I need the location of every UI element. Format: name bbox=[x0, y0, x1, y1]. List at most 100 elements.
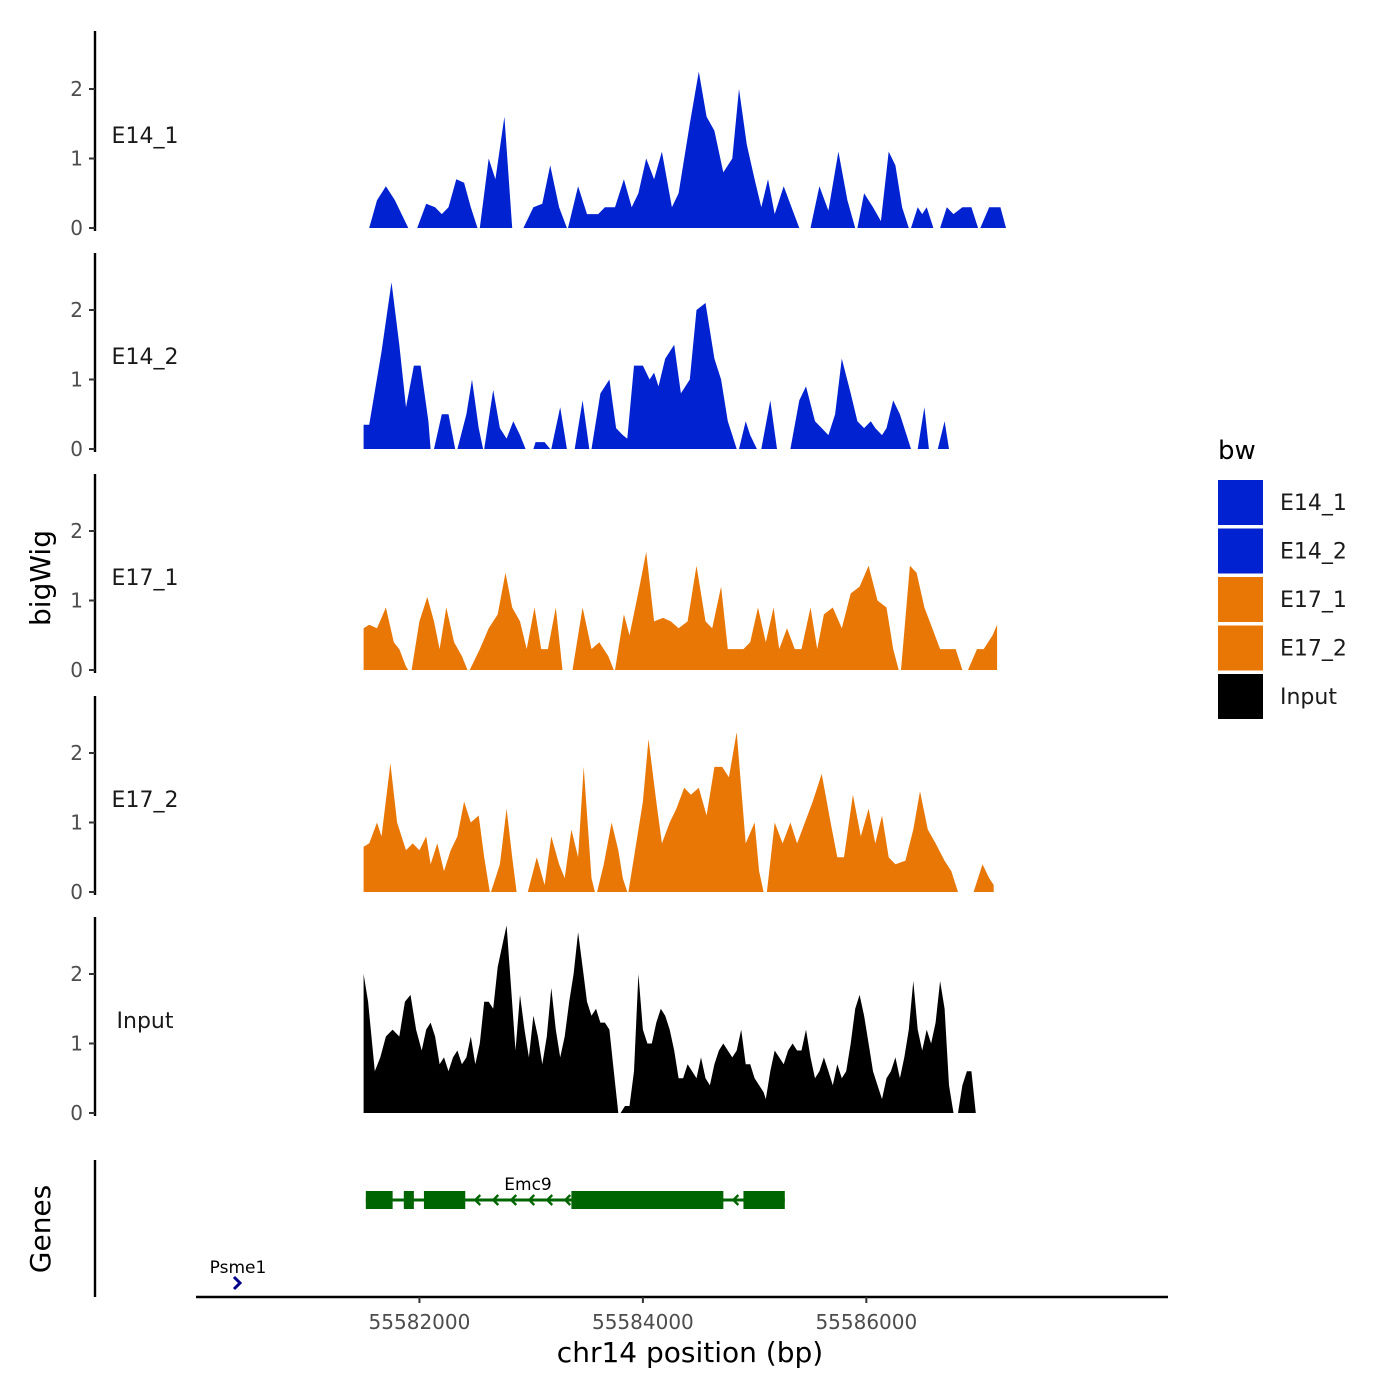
coverage-area bbox=[523, 165, 567, 228]
x-tick-label: 55582000 bbox=[369, 1310, 471, 1334]
y-tick-label: 1 bbox=[70, 811, 83, 835]
legend-label: E14_1 bbox=[1280, 491, 1347, 516]
legend-swatch bbox=[1218, 577, 1263, 622]
coverage-area bbox=[857, 151, 909, 228]
coverage-area bbox=[572, 607, 614, 670]
y-tick-label: 2 bbox=[70, 962, 83, 986]
track-Input: 0 1 2 Input bbox=[70, 917, 976, 1125]
legend-label: E17_2 bbox=[1280, 637, 1347, 662]
coverage-area bbox=[940, 207, 979, 228]
strand-arrow bbox=[527, 1194, 536, 1206]
legend-swatch bbox=[1218, 625, 1263, 671]
strand-arrow bbox=[509, 1194, 518, 1206]
coverage-area bbox=[574, 400, 590, 449]
coverage-area bbox=[766, 773, 958, 892]
track-E17_2: 0 1 2 E17_2 bbox=[70, 696, 994, 904]
coverage-area bbox=[363, 607, 409, 670]
legend-label: E14_2 bbox=[1280, 540, 1347, 565]
coverage-area bbox=[533, 442, 551, 449]
coverage-area bbox=[973, 864, 994, 892]
genes-panel: Emc9 Psme1 bbox=[93, 1160, 785, 1297]
coverage-area bbox=[527, 766, 595, 892]
coverage-area bbox=[911, 207, 934, 228]
strand-arrow bbox=[545, 1194, 554, 1206]
x-axis: 55582000 55584000 55586000 bbox=[196, 1295, 1168, 1334]
y-tick-label: 0 bbox=[70, 437, 83, 461]
gene-exon bbox=[571, 1191, 724, 1209]
strand-arrow bbox=[731, 1194, 740, 1206]
coverage-area bbox=[901, 565, 963, 670]
legend-swatch bbox=[1218, 674, 1263, 719]
legend-title: bw bbox=[1218, 436, 1256, 466]
legend-label: Input bbox=[1280, 685, 1337, 710]
coverage-area bbox=[469, 572, 563, 670]
coverage-area bbox=[739, 421, 757, 449]
coverage-area bbox=[457, 379, 484, 449]
y-tick-label: 1 bbox=[70, 368, 83, 392]
track-label: E17_2 bbox=[112, 788, 179, 813]
coverage-area bbox=[968, 624, 998, 670]
y-tick-label: 0 bbox=[70, 880, 83, 904]
genes-panel-title: Genes bbox=[24, 1185, 57, 1273]
y-tick-label: 1 bbox=[70, 1032, 83, 1056]
gene-exon bbox=[365, 1191, 393, 1209]
gene-label: Emc9 bbox=[504, 1175, 551, 1195]
coverage-area bbox=[937, 421, 949, 449]
coverage-area bbox=[917, 407, 929, 449]
y-tick-label: 2 bbox=[70, 298, 83, 322]
coverage-area bbox=[615, 551, 899, 670]
strand-arrow bbox=[563, 1194, 572, 1206]
y-tick-label: 0 bbox=[70, 216, 83, 240]
coverage-area bbox=[417, 179, 478, 228]
coverage-area bbox=[628, 732, 764, 892]
coverage-area bbox=[958, 1071, 976, 1113]
coverage-area bbox=[434, 414, 456, 449]
coverage-area bbox=[591, 303, 737, 449]
coverage-area bbox=[484, 389, 526, 449]
gene-Emc9: Emc9 bbox=[365, 1175, 785, 1209]
gene-exon bbox=[423, 1191, 466, 1209]
gene-label: Psme1 bbox=[210, 1258, 267, 1278]
track-label: E17_1 bbox=[112, 566, 179, 591]
track-label: Input bbox=[117, 1009, 174, 1034]
coverage-area bbox=[363, 925, 619, 1113]
y-tick-label: 1 bbox=[70, 147, 83, 171]
y-tick-label: 2 bbox=[70, 741, 83, 765]
coverage-area bbox=[551, 407, 567, 449]
strand-arrow bbox=[232, 1275, 243, 1291]
track-E14_2: 0 1 2 E14_2 bbox=[70, 253, 949, 461]
track-E17_1: 0 1 2 E17_1 bbox=[70, 474, 998, 682]
coverage-area bbox=[363, 282, 431, 449]
coverage-area bbox=[479, 116, 513, 228]
legend-label: E17_1 bbox=[1280, 588, 1347, 613]
x-tick-label: 55586000 bbox=[815, 1310, 917, 1334]
y-tick-label: 1 bbox=[70, 589, 83, 613]
coverage-area bbox=[761, 400, 777, 449]
coverage-area bbox=[620, 974, 954, 1113]
coverage-area bbox=[369, 186, 409, 228]
y-tick-label: 0 bbox=[70, 658, 83, 682]
coverage-area bbox=[363, 763, 490, 892]
legend-swatch bbox=[1218, 480, 1263, 525]
y-tick-label: 2 bbox=[70, 77, 83, 101]
coverage-area bbox=[980, 207, 1006, 228]
gene-Psme1: Psme1 bbox=[210, 1258, 267, 1291]
legend: bw E14_1 E14_2 E17_1 E17_2 Input bbox=[1218, 436, 1347, 719]
x-tick-label: 55584000 bbox=[592, 1310, 694, 1334]
strand-arrow bbox=[491, 1194, 500, 1206]
legend-swatch bbox=[1218, 528, 1263, 574]
gene-exon bbox=[403, 1191, 414, 1209]
coverage-area bbox=[568, 71, 800, 228]
coverage-area bbox=[491, 808, 517, 892]
coverage-tracks: 0 1 2 E14_1 0 1 2 E14_2 0 1 2 E17_1 0 1 2 E17_2 0 1 2 Input bbox=[70, 31, 1006, 1125]
strand-arrow bbox=[473, 1194, 482, 1206]
x-axis-title: chr14 position (bp) bbox=[557, 1336, 823, 1369]
coverage-area bbox=[790, 358, 911, 449]
y-tick-label: 2 bbox=[70, 519, 83, 543]
coverage-area bbox=[810, 151, 856, 228]
track-E14_1: 0 1 2 E14_1 bbox=[70, 31, 1006, 240]
gene-exon bbox=[743, 1191, 785, 1209]
coverage-area bbox=[597, 822, 628, 892]
y-tick-label: 0 bbox=[70, 1101, 83, 1125]
